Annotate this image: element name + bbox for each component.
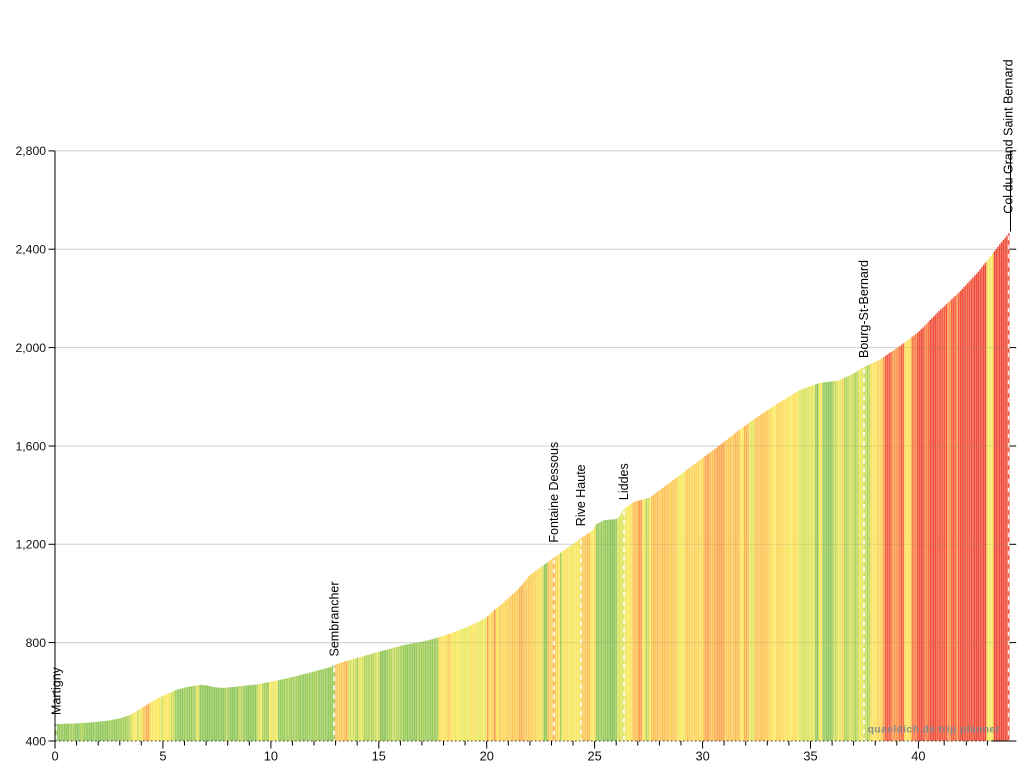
svg-text:Rive Haute: Rive Haute xyxy=(574,464,588,526)
svg-text:20: 20 xyxy=(480,749,494,764)
svg-text:Fontaine Dessous: Fontaine Dessous xyxy=(547,442,561,543)
svg-text:2,000: 2,000 xyxy=(16,341,47,355)
svg-text:10: 10 xyxy=(264,749,278,764)
svg-text:Martigny: Martigny xyxy=(49,666,63,715)
svg-text:1,600: 1,600 xyxy=(16,439,47,453)
svg-text:0: 0 xyxy=(51,749,58,764)
svg-text:Liddes: Liddes xyxy=(617,463,631,500)
svg-text:Bourg-St-Bernard: Bourg-St-Bernard xyxy=(857,260,871,358)
svg-text:quaeldich.de trip planner: quaeldich.de trip planner xyxy=(868,725,1000,736)
svg-text:25: 25 xyxy=(587,749,601,764)
svg-text:Sembrancher: Sembrancher xyxy=(327,581,341,656)
svg-text:5: 5 xyxy=(159,749,166,764)
svg-text:2,400: 2,400 xyxy=(16,243,47,257)
svg-text:1,200: 1,200 xyxy=(16,538,47,552)
svg-text:40: 40 xyxy=(911,749,925,764)
svg-text:800: 800 xyxy=(26,636,47,650)
svg-text:2,800: 2,800 xyxy=(16,144,47,158)
svg-text:35: 35 xyxy=(803,749,817,764)
svg-text:30: 30 xyxy=(695,749,709,764)
svg-text:400: 400 xyxy=(26,734,47,748)
svg-text:15: 15 xyxy=(372,749,386,764)
svg-text:Col du Grand Saint Bernard: Col du Grand Saint Bernard xyxy=(1001,59,1015,213)
